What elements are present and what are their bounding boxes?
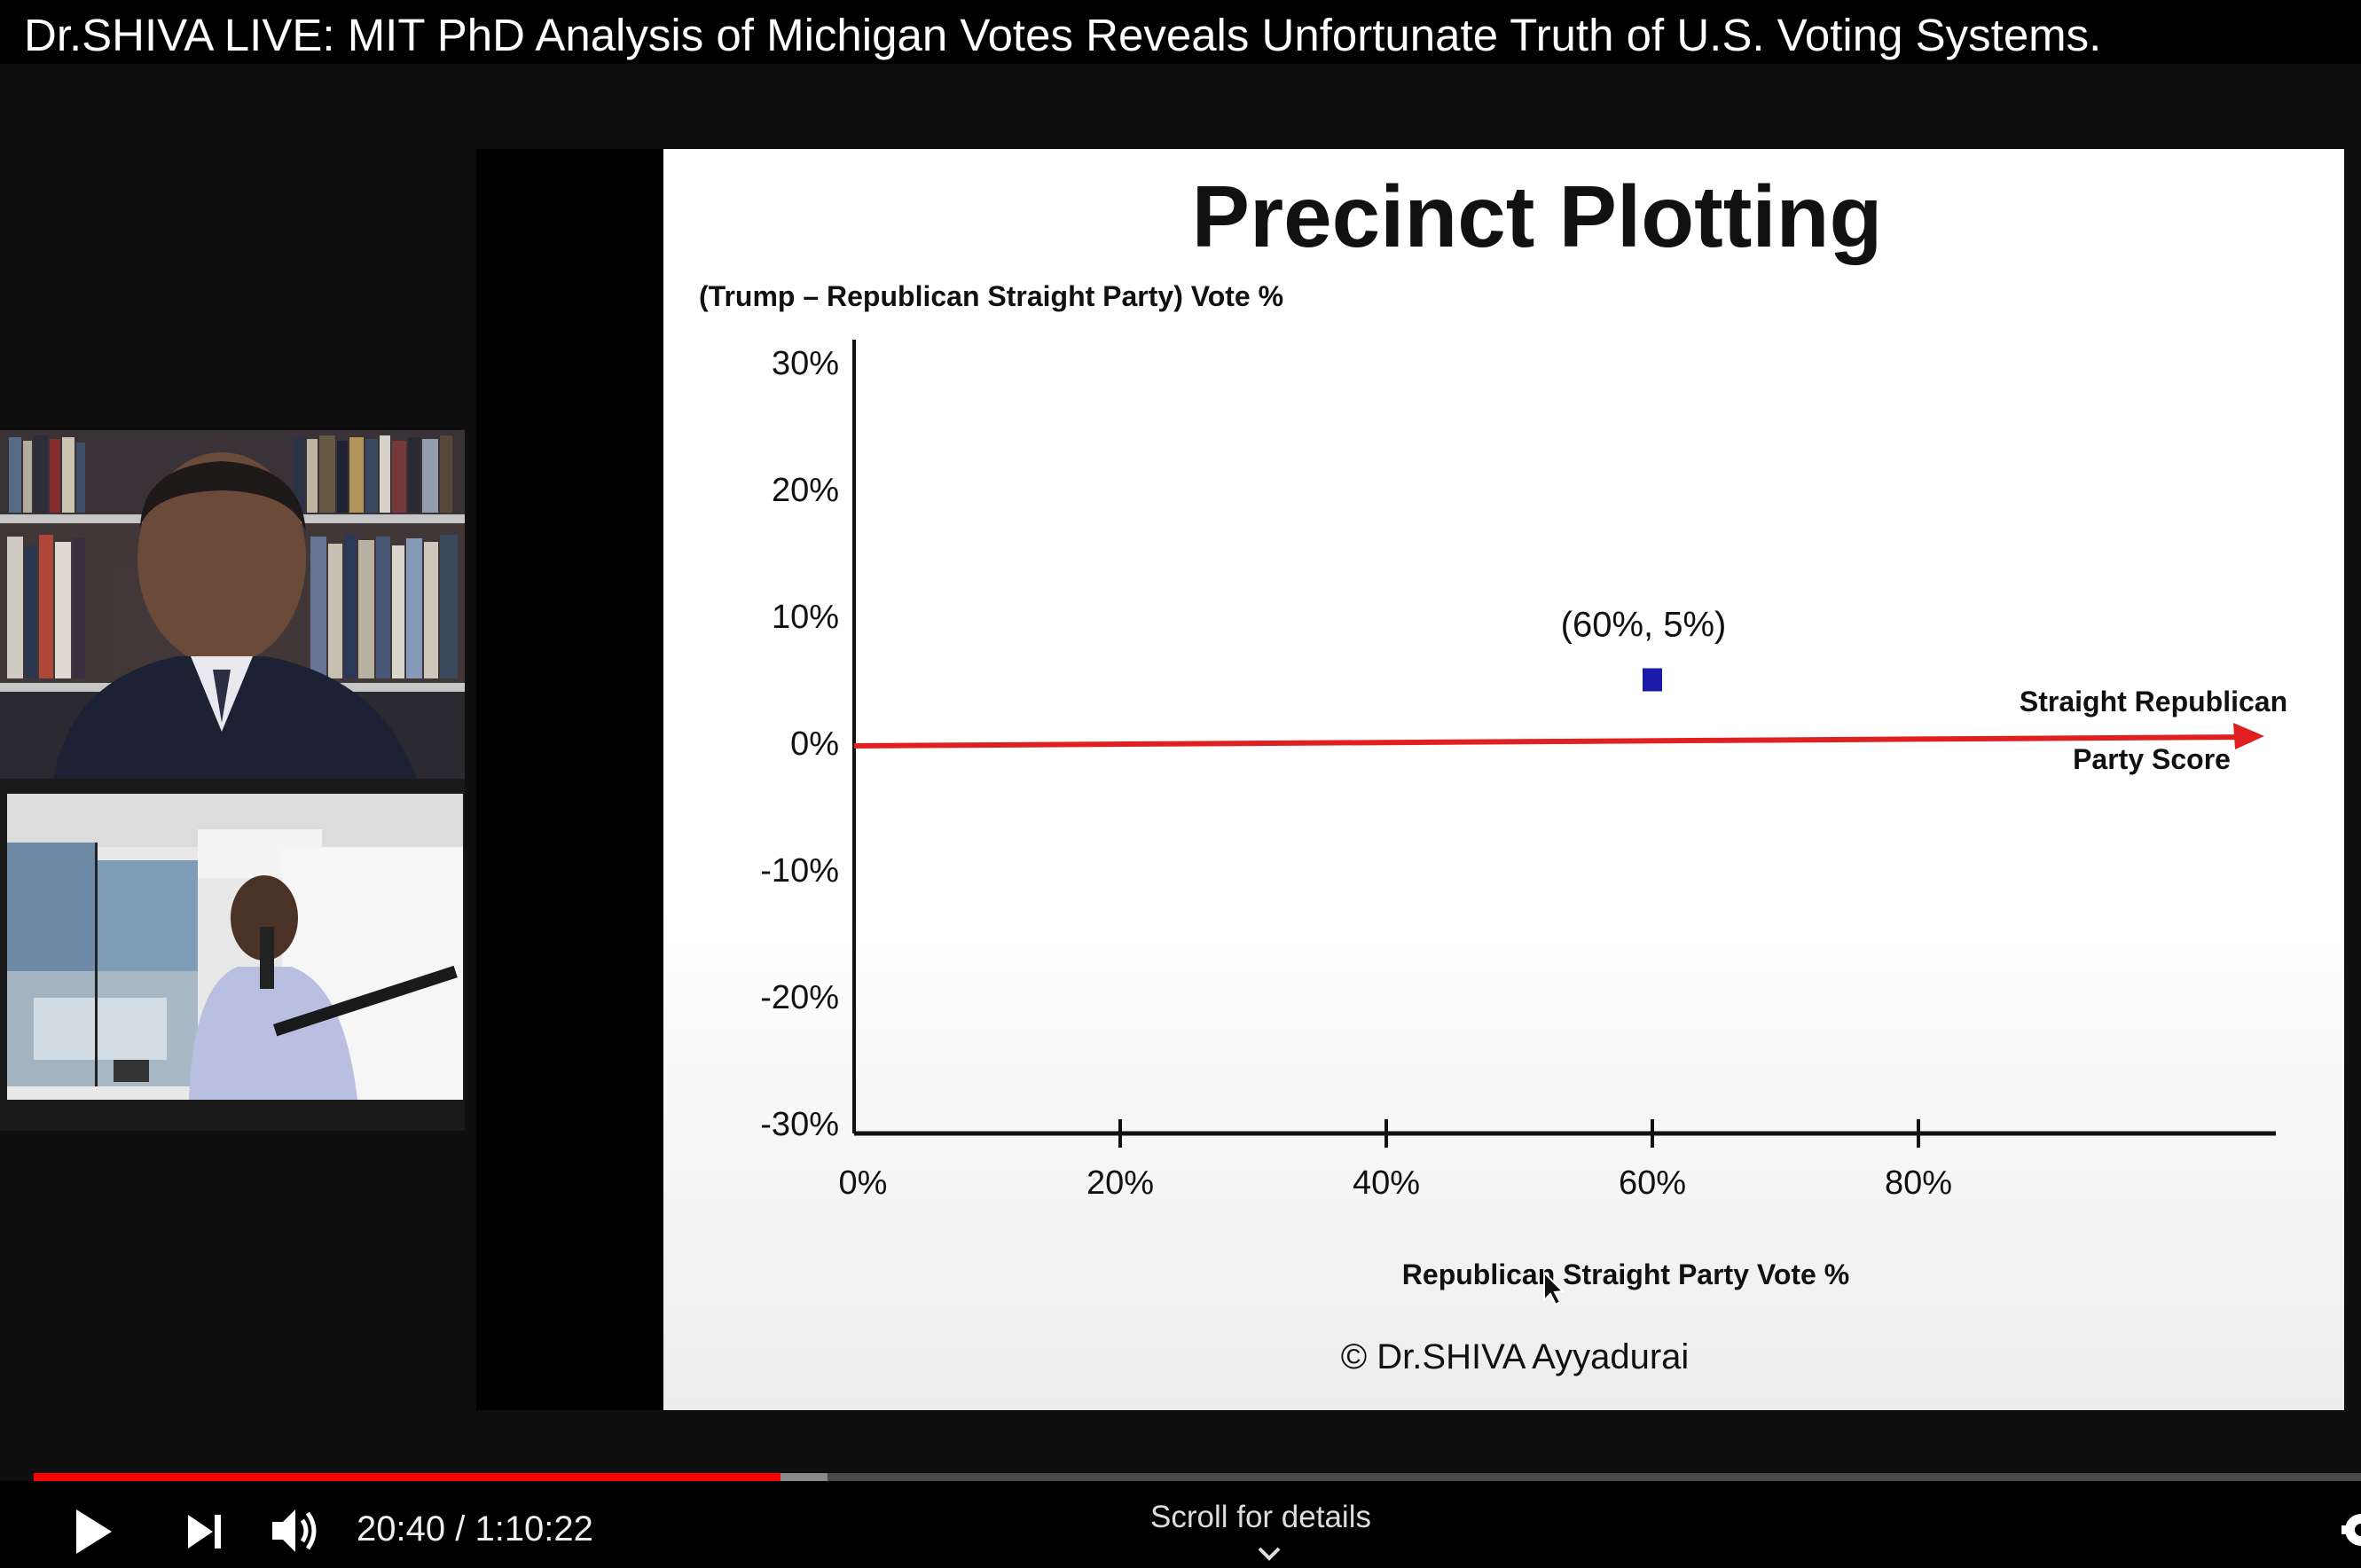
y-axis-ticks: 30% 20% 10% 0% -10% -20% -30% [760, 345, 839, 1143]
wall-screens [7, 843, 198, 1086]
reference-arrowhead [2233, 723, 2264, 749]
player-controls [0, 1481, 2361, 1568]
webcam-host [0, 430, 465, 779]
x-tick-label: 60% [1619, 1164, 1686, 1202]
y-tick-label: 20% [772, 472, 839, 509]
settings-gear-icon[interactable] [2334, 1505, 2361, 1559]
x-axis-label: Republican Straight Party Vote % [1402, 1258, 1849, 1290]
scroll-for-details[interactable]: Scroll for details [1150, 1500, 1371, 1534]
y-tick-label: 0% [790, 725, 839, 763]
reference-line [853, 734, 2252, 749]
y-tick-label: -10% [760, 852, 839, 890]
webcam-guest [7, 794, 463, 1100]
slide-margin [476, 149, 664, 1410]
progress-bar[interactable] [34, 1473, 2361, 1481]
person-guest [189, 875, 458, 1100]
video-title[interactable]: Dr.SHIVA LIVE: MIT PhD Analysis of Michi… [24, 10, 2102, 60]
chart-axes [852, 340, 2276, 1136]
x-tick-label: 0% [839, 1164, 888, 1202]
x-axis-ticks: 0% 20% 40% 60% 80% [839, 1119, 1952, 1202]
x-tick-label: 40% [1353, 1164, 1420, 1202]
time-total: 1:10:22 [475, 1509, 593, 1548]
title-bar: Dr.SHIVA LIVE: MIT PhD Analysis of Michi… [0, 0, 2361, 64]
x-tick-label: 20% [1086, 1164, 1154, 1202]
reference-line-group: Straight Republican Party Score [853, 686, 2287, 775]
y-tick-label: 10% [772, 599, 839, 636]
y-tick-label: 30% [772, 345, 839, 382]
volume-icon[interactable] [269, 1504, 324, 1562]
reference-label-line1: Straight Republican [2020, 686, 2287, 717]
data-point [1643, 668, 1662, 692]
time-display: 20:40 / 1:10:22 [357, 1509, 593, 1549]
precinct-chart: Precinct Plotting (Trump – Republican St… [699, 168, 2287, 1376]
time-separator: / [445, 1509, 475, 1548]
data-point-label: (60%, 5%) [1561, 606, 1727, 645]
y-axis-label: (Trump – Republican Straight Party) Vote… [699, 280, 1283, 312]
presentation-slide: Precinct Plotting (Trump – Republican St… [663, 149, 2344, 1410]
x-tick-label: 80% [1885, 1164, 1952, 1202]
reference-label-line2: Party Score [2073, 743, 2231, 775]
progress-played[interactable] [34, 1473, 781, 1481]
person-host [53, 452, 417, 779]
mouse-cursor-icon [1543, 1270, 1565, 1306]
chart-title: Precinct Plotting [1192, 168, 1883, 265]
play-icon[interactable] [71, 1506, 115, 1562]
next-icon[interactable] [184, 1511, 225, 1556]
chevron-down-icon[interactable] [1256, 1544, 1282, 1568]
copyright-text: © Dr.SHIVA Ayyadurai [1341, 1337, 1690, 1376]
y-tick-label: -30% [760, 1106, 839, 1143]
data-points: (60%, 5%) [1561, 606, 1727, 692]
time-current: 20:40 [357, 1509, 446, 1548]
y-tick-label: -20% [760, 979, 839, 1016]
